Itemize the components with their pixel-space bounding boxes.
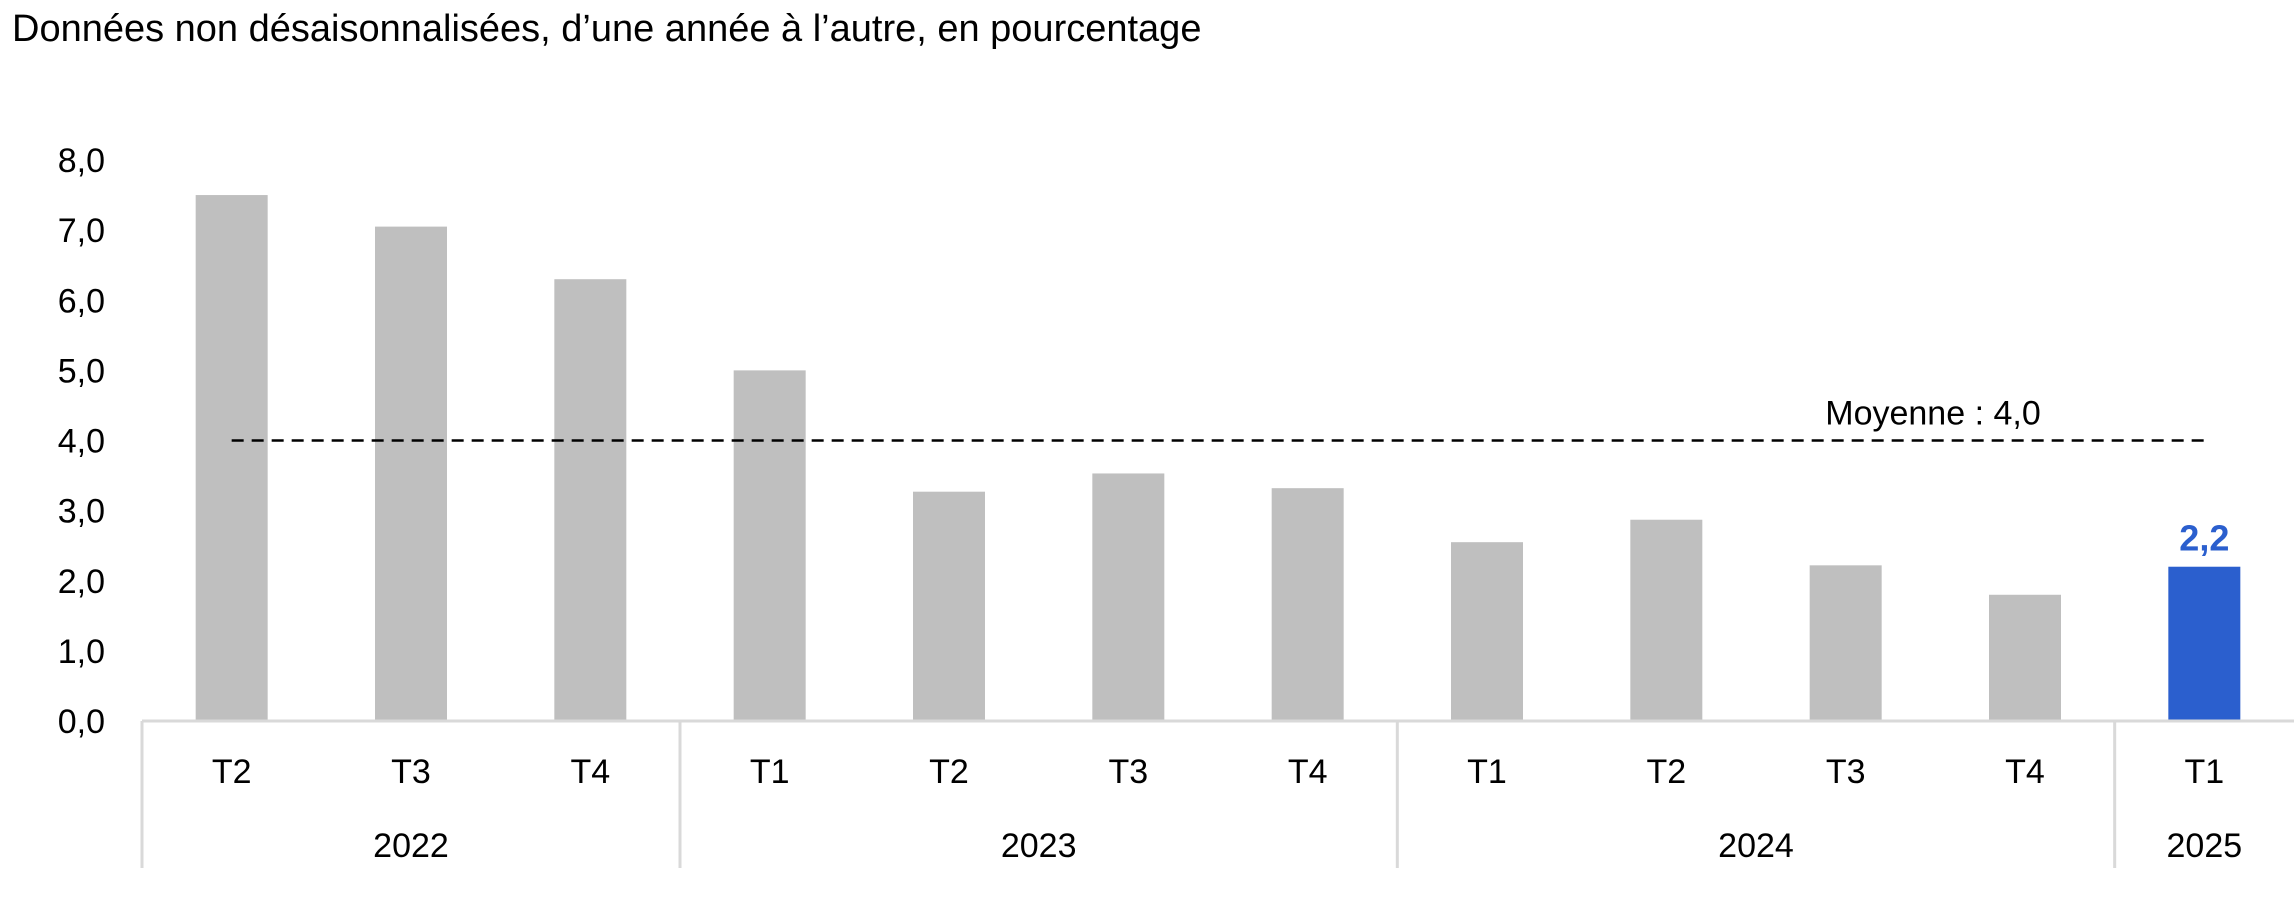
bar xyxy=(733,370,806,721)
x-tick-label: T3 xyxy=(391,753,431,791)
year-group-label: 2023 xyxy=(1001,827,1077,865)
x-tick-label: T3 xyxy=(1108,753,1148,791)
bar xyxy=(195,195,268,721)
y-tick-label: 8,0 xyxy=(58,142,105,180)
bar xyxy=(554,279,627,721)
x-tick-label: T4 xyxy=(2005,753,2045,791)
bar xyxy=(1989,594,2061,721)
bar xyxy=(1451,542,1523,721)
x-tick-label: T3 xyxy=(1826,753,1866,791)
x-tick-label: T1 xyxy=(2184,753,2224,791)
bar xyxy=(1630,519,1703,721)
data-label: 2,2 xyxy=(2179,518,2229,559)
year-group-label: 2025 xyxy=(2167,827,2243,865)
x-tick-label: T4 xyxy=(570,753,610,791)
x-tick-label: T1 xyxy=(1467,753,1507,791)
y-tick-label: 7,0 xyxy=(58,212,105,250)
y-tick-label: 6,0 xyxy=(58,282,105,320)
y-tick-label: 2,0 xyxy=(58,563,105,601)
y-tick-label: 1,0 xyxy=(58,633,105,671)
year-group-label: 2024 xyxy=(1718,827,1794,865)
x-tick-label: T2 xyxy=(929,753,969,791)
y-tick-label: 0,0 xyxy=(58,703,105,741)
bar xyxy=(1092,473,1165,721)
x-tick-label: T1 xyxy=(750,753,790,791)
y-tick-label: 5,0 xyxy=(58,352,105,390)
bar xyxy=(1809,565,1882,721)
bar xyxy=(913,491,985,721)
year-group-label: 2022 xyxy=(373,827,449,865)
y-tick-label: 4,0 xyxy=(58,423,105,461)
x-tick-label: T2 xyxy=(1646,753,1686,791)
bar xyxy=(1271,488,1344,721)
y-tick-label: 3,0 xyxy=(58,493,105,531)
chart-subtitle: Données non désaisonnalisées, d’une anné… xyxy=(12,8,1202,50)
x-tick-label: T2 xyxy=(212,753,252,791)
bar-highlighted xyxy=(2168,566,2241,721)
bar xyxy=(375,226,447,721)
x-tick-label: T4 xyxy=(1288,753,1328,791)
average-label: Moyenne : 4,0 xyxy=(1825,395,2040,433)
